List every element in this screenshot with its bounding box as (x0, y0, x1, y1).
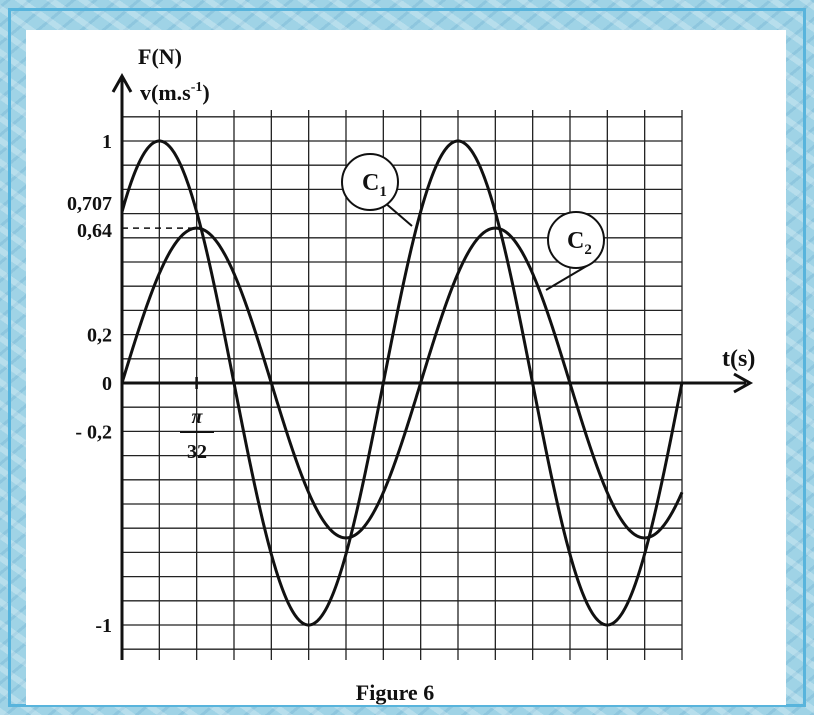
series-line-c2 (120, 226, 684, 540)
y-tick-label: 1 (102, 131, 112, 153)
series-callout-c1-pointer (386, 203, 413, 227)
marks: 1 0,707 0,64 0,2 0 - 0,2 -1 (67, 131, 605, 637)
series-label-c2: C2 (567, 228, 592, 258)
x-tick-denominator: 32 (187, 441, 207, 463)
x-axis-label: t(s) (722, 346, 755, 372)
y-tick-label: 0,64 (77, 220, 112, 242)
series-line-c1 (120, 139, 684, 627)
series-callout-c1 (341, 153, 399, 211)
y-tick-label: - 0,2 (75, 421, 112, 443)
axes (111, 72, 754, 660)
x-axis-arrow (733, 372, 754, 394)
x-tick-numerator: π (192, 406, 204, 428)
figure-caption: Figure 6 (356, 680, 434, 705)
y-tick-label: 0 (102, 373, 112, 395)
y-tick-label: 0,2 (87, 325, 112, 347)
curves (120, 139, 684, 627)
y-axis-arrow (111, 72, 133, 93)
frame-border (8, 8, 806, 707)
y-tick-label: 0,707 (67, 193, 112, 215)
series-callout-c2 (547, 211, 605, 269)
grid (122, 110, 683, 660)
series-label-c1: C1 (362, 170, 387, 200)
y-axis-label-force: F(N) (138, 44, 182, 69)
y-axis-label-velocity: v(m.s-1) (140, 80, 210, 105)
y-tick-label: -1 (95, 615, 112, 637)
